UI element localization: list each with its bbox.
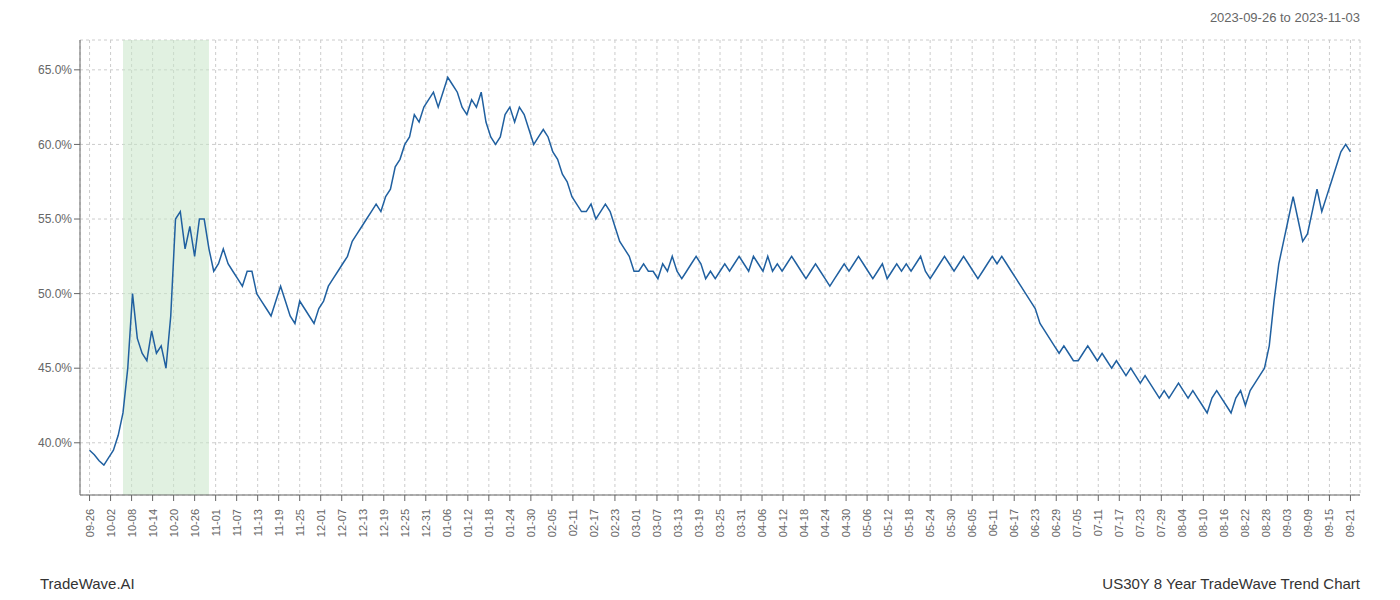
svg-text:50.0%: 50.0%: [38, 287, 72, 301]
svg-text:10-08: 10-08: [126, 509, 138, 537]
svg-text:06-23: 06-23: [1029, 509, 1041, 537]
svg-text:10-20: 10-20: [168, 509, 180, 537]
svg-text:11-01: 11-01: [210, 509, 222, 536]
html-text:2023-09-26 to 2023-11-03: 2023-09-26 to 2023-11-03: [1209, 10, 1360, 25]
svg-text:40.0%: 40.0%: [38, 436, 72, 450]
svg-text:07-11: 07-11: [1092, 509, 1104, 536]
svg-text:06-11: 06-11: [987, 509, 999, 536]
svg-text:12-01: 12-01: [315, 509, 327, 537]
svg-text:11-25: 11-25: [294, 509, 306, 536]
svg-text:04-12: 04-12: [777, 509, 789, 537]
svg-text:05-06: 05-06: [861, 509, 873, 537]
svg-text:07-23: 07-23: [1134, 509, 1146, 537]
html-text:US30Y 8 Year TradeWave Trend C: US30Y 8 Year TradeWave Trend Chart: [1102, 575, 1360, 592]
svg-text:02-11: 02-11: [567, 509, 579, 536]
svg-text:06-05: 06-05: [966, 509, 978, 537]
svg-text:10-02: 10-02: [105, 509, 117, 537]
svg-text:08-04: 08-04: [1176, 509, 1188, 537]
svg-text:02-23: 02-23: [609, 509, 621, 537]
svg-text:12-19: 12-19: [378, 509, 390, 537]
svg-text:04-18: 04-18: [798, 509, 810, 537]
svg-text:12-25: 12-25: [399, 509, 411, 537]
svg-text:04-30: 04-30: [840, 509, 852, 537]
svg-text:08-10: 08-10: [1197, 509, 1209, 537]
svg-text:01-24: 01-24: [504, 509, 516, 537]
svg-text:04-24: 04-24: [819, 509, 831, 537]
svg-text:03-13: 03-13: [672, 509, 684, 537]
svg-text:55.0%: 55.0%: [38, 212, 72, 226]
svg-text:02-17: 02-17: [588, 509, 600, 537]
svg-text:08-16: 08-16: [1218, 509, 1230, 537]
svg-text:05-30: 05-30: [945, 509, 957, 537]
svg-text:04-06: 04-06: [756, 509, 768, 537]
svg-text:07-17: 07-17: [1113, 509, 1125, 537]
svg-text:12-13: 12-13: [357, 509, 369, 537]
svg-text:60.0%: 60.0%: [38, 138, 72, 152]
svg-text:07-05: 07-05: [1071, 509, 1083, 537]
svg-text:01-06: 01-06: [441, 509, 453, 537]
svg-text:12-31: 12-31: [420, 509, 432, 537]
svg-text:03-31: 03-31: [735, 509, 747, 537]
svg-text:03-07: 03-07: [651, 509, 663, 537]
svg-text:45.0%: 45.0%: [38, 361, 72, 375]
svg-text:10-26: 10-26: [189, 509, 201, 537]
svg-text:09-21: 09-21: [1344, 509, 1356, 537]
svg-text:01-30: 01-30: [525, 509, 537, 537]
svg-text:06-29: 06-29: [1050, 509, 1062, 537]
svg-text:07-29: 07-29: [1155, 509, 1167, 537]
svg-text:01-12: 01-12: [462, 509, 474, 537]
svg-text:11-13: 11-13: [252, 509, 264, 536]
svg-text:05-12: 05-12: [882, 509, 894, 537]
svg-text:09-15: 09-15: [1323, 509, 1335, 537]
svg-text:10-14: 10-14: [147, 509, 159, 537]
svg-text:03-19: 03-19: [693, 509, 705, 537]
svg-text:05-24: 05-24: [924, 509, 936, 537]
svg-text:03-25: 03-25: [714, 509, 726, 537]
svg-text:09-26: 09-26: [84, 509, 96, 537]
svg-text:11-19: 11-19: [273, 509, 285, 536]
svg-text:65.0%: 65.0%: [38, 63, 72, 77]
svg-text:08-22: 08-22: [1239, 509, 1251, 537]
svg-text:05-18: 05-18: [903, 509, 915, 537]
svg-text:01-18: 01-18: [483, 509, 495, 537]
html-text:TradeWave.AI: TradeWave.AI: [40, 575, 135, 592]
svg-text:12-07: 12-07: [336, 509, 348, 537]
svg-text:09-03: 09-03: [1281, 509, 1293, 537]
svg-text:11-07: 11-07: [231, 509, 243, 536]
svg-text:08-28: 08-28: [1260, 509, 1272, 537]
svg-text:09-09: 09-09: [1302, 509, 1314, 537]
svg-text:03-01: 03-01: [630, 509, 642, 537]
svg-text:06-17: 06-17: [1008, 509, 1020, 537]
svg-text:02-05: 02-05: [546, 509, 558, 537]
